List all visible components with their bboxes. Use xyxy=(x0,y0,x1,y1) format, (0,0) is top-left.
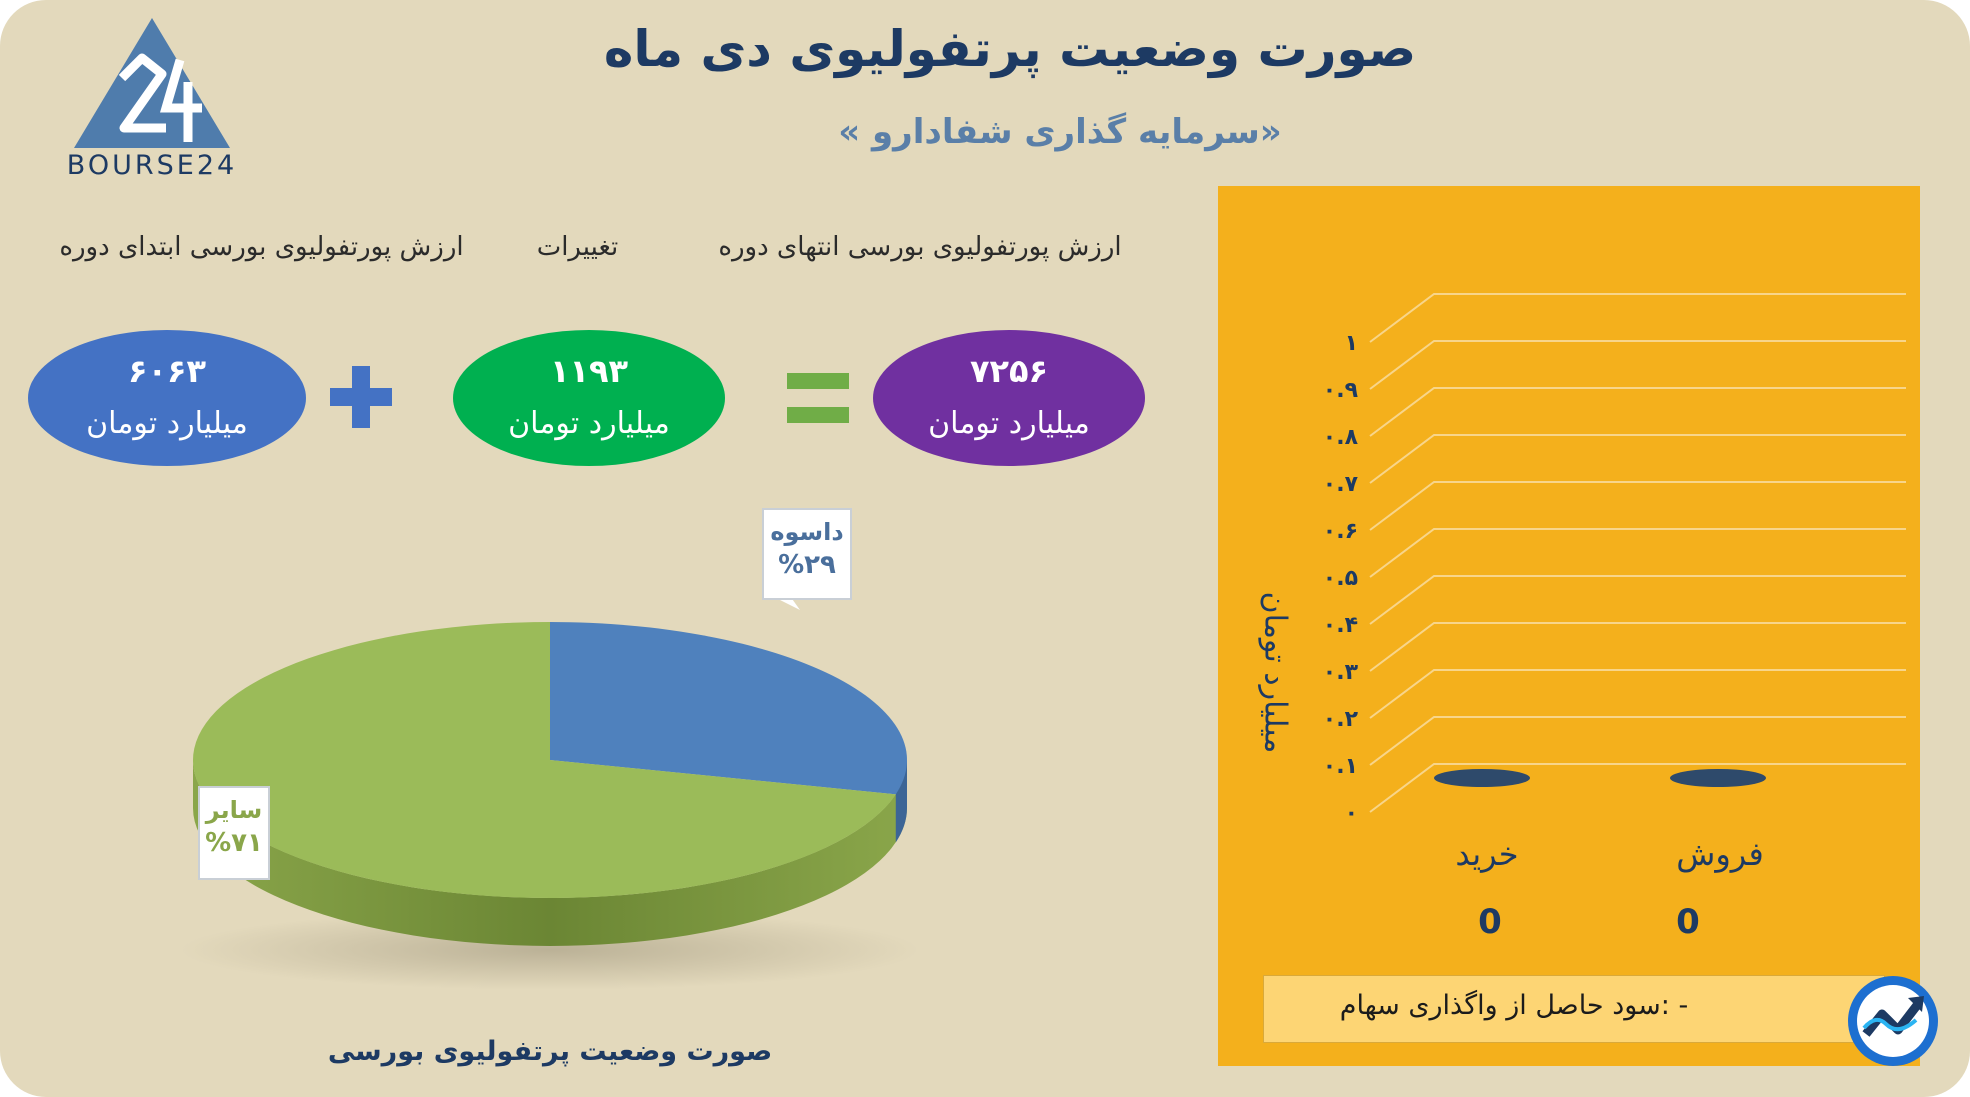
pie-label-dasvah-percent: %۲۹ xyxy=(778,550,836,580)
change-value: ۱۱۹۳ xyxy=(549,352,629,390)
y-tick-label: ۰.۴ xyxy=(1323,613,1358,638)
y-tick-label: ۱ xyxy=(1345,331,1358,356)
y-tick-label: ۰ xyxy=(1345,801,1358,826)
logo-text: BOURSE24 xyxy=(66,150,238,181)
end-value: ۷۲۵۶ xyxy=(969,352,1049,390)
value-label-buy: 0 xyxy=(1478,902,1502,942)
label-change: تغییرات xyxy=(536,232,619,262)
page-title: صورت وضعیت پرتفولیوی دی ماه xyxy=(603,20,1417,78)
pie-slice-dasvah xyxy=(550,622,908,795)
logo-mark xyxy=(118,53,167,133)
change-value-oval: ۱۱۹۳ میلیارد تومان xyxy=(453,330,725,466)
pie-chart-title: صورت وضعیت پرتفولیوی بورسی xyxy=(327,1036,773,1067)
y-tick-label: ۰.۲ xyxy=(1323,707,1359,732)
y-tick-label: ۰.۸ xyxy=(1323,425,1359,450)
change-unit: میلیارد تومان xyxy=(508,406,670,441)
gridline xyxy=(1369,340,1906,390)
pie-label-dasvah-name: داسوه xyxy=(770,518,844,546)
plus-icon xyxy=(330,366,392,428)
share-sale-profit-box: - :سود حاصل از واگذاری سهام xyxy=(1263,975,1885,1043)
start-value: ۶۰۶۳ xyxy=(127,352,207,390)
bar-top-buy xyxy=(1434,769,1530,787)
gridline xyxy=(1369,387,1906,437)
category-label-sell: فروش xyxy=(1676,835,1764,873)
gridline xyxy=(1369,434,1906,484)
gridline xyxy=(1369,293,1906,343)
gridline xyxy=(1369,528,1906,578)
y-tick-label: ۰.۳ xyxy=(1323,660,1359,685)
start-value-oval: ۶۰۶۳ میلیارد تومان xyxy=(28,330,306,466)
y-tick-label: ۰.۹ xyxy=(1323,378,1358,403)
trend-badge-icon xyxy=(1848,976,1938,1066)
buy-sell-chart: ۰ ۰.۱ ۰.۲ ۰.۳ ۰.۴ ۰.۵ ۰.۶ ۰.۷ ۰.۸ ۰.۹ ۱ xyxy=(1323,293,1906,826)
gridline xyxy=(1369,716,1906,766)
pie-label-dasvah: داسوه %۲۹ xyxy=(762,508,852,600)
pie-label-other: سایر %۷۱ xyxy=(198,786,270,880)
y-tick-label: ۰.۷ xyxy=(1323,472,1359,497)
buy-sell-chart-panel: ۰ ۰.۱ ۰.۲ ۰.۳ ۰.۴ ۰.۵ ۰.۶ ۰.۷ ۰.۸ ۰.۹ ۱ xyxy=(1218,186,1920,1066)
pie-side-slice-0 xyxy=(895,760,907,843)
gridline xyxy=(1369,622,1906,672)
equals-icon xyxy=(787,373,849,423)
pie-side-wall xyxy=(193,760,907,946)
label-start-value: ارزش پورتفولیوی بورسی ابتدای دوره xyxy=(59,232,464,262)
page-subtitle: «سرمایه گذاری شفادارو » xyxy=(838,112,1282,152)
label-end-value: ارزش پورتفولیوی بورسی انتهای دوره xyxy=(718,232,1122,262)
portfolio-pie-chart xyxy=(180,596,920,990)
share-sale-profit-text: - :سود حاصل از واگذاری سهام xyxy=(1339,990,1689,1021)
bourse24-logo xyxy=(74,18,230,148)
start-unit: میلیارد تومان xyxy=(86,406,248,441)
pie-label-other-percent: %۷۱ xyxy=(205,828,263,858)
gridline xyxy=(1369,481,1906,531)
y-tick-label: ۰.۱ xyxy=(1323,754,1358,779)
y-axis-label: میلیارد تومان xyxy=(1257,591,1293,754)
y-tick-label: ۰.۶ xyxy=(1323,519,1358,544)
end-unit: میلیارد تومان xyxy=(928,406,1090,441)
value-label-sell: 0 xyxy=(1676,902,1700,942)
category-label-buy: خرید xyxy=(1455,835,1519,873)
gridline xyxy=(1369,669,1906,719)
y-tick-label: ۰.۵ xyxy=(1323,566,1358,591)
pie-label-other-name: سایر xyxy=(205,796,263,824)
end-value-oval: ۷۲۵۶ میلیارد تومان xyxy=(873,330,1145,466)
gridline xyxy=(1369,575,1906,625)
bar-top-sell xyxy=(1670,769,1766,787)
pie-slice-other xyxy=(193,622,896,898)
gridline xyxy=(1369,763,1906,813)
